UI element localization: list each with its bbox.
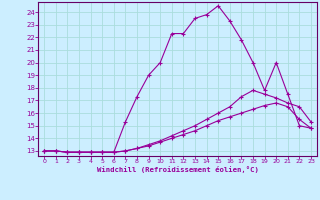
X-axis label: Windchill (Refroidissement éolien,°C): Windchill (Refroidissement éolien,°C) <box>97 166 259 173</box>
